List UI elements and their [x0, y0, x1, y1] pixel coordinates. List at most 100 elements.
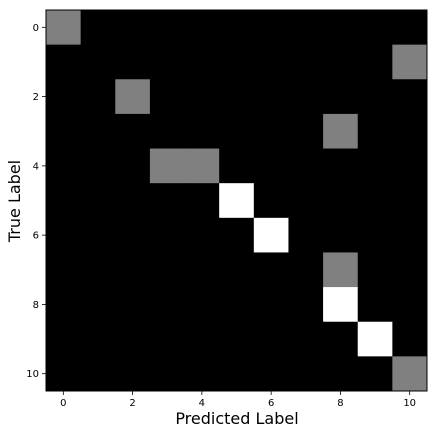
heatmap-cell-r10-c5: [219, 356, 255, 392]
heatmap-cell-r3-c3: [149, 113, 185, 149]
heatmap-cell-r6-c8: [323, 217, 359, 253]
heatmap-cell-r3-c7: [288, 113, 324, 149]
heatmap-cell-r4-c3: [149, 148, 185, 184]
heatmap-cell-r1-c1: [80, 44, 116, 80]
heatmap-cell-r1-c8: [323, 44, 359, 80]
heatmap-cell-r9-c6: [253, 321, 289, 357]
heatmap-cell-r10-c9: [357, 356, 393, 392]
x-tick-label-5: 10: [403, 398, 416, 409]
heatmap-cell-r2-c10: [392, 79, 428, 115]
heatmap-cell-r8-c1: [80, 287, 116, 323]
heatmap-cell-r7-c2: [115, 252, 151, 288]
heatmap-cell-r5-c2: [115, 183, 151, 219]
heatmap-cell-r5-c6: [253, 183, 289, 219]
y-tick-label-2: 4: [33, 161, 39, 172]
heatmap-cells: [46, 10, 428, 392]
heatmap-cell-r1-c10: [392, 44, 428, 80]
heatmap-cell-r1-c3: [149, 44, 185, 80]
heatmap-cell-r10-c6: [253, 356, 289, 392]
heatmap-cell-r9-c1: [80, 321, 116, 357]
heatmap-cell-r1-c4: [184, 44, 220, 80]
heatmap-cell-r0-c7: [288, 10, 324, 46]
heatmap-cell-r8-c0: [46, 287, 82, 323]
heatmap-cell-r5-c9: [357, 183, 393, 219]
heatmap-cell-r9-c4: [184, 321, 220, 357]
heatmap-cell-r9-c7: [288, 321, 324, 357]
heatmap-cell-r6-c3: [149, 217, 185, 253]
heatmap-cell-r0-c0: [46, 10, 82, 46]
plot-frame: [45, 9, 428, 392]
heatmap-cell-r0-c2: [115, 10, 151, 46]
heatmap-cell-r7-c6: [253, 252, 289, 288]
heatmap-cell-r8-c8: [323, 287, 359, 323]
heatmap-cell-r6-c0: [46, 217, 82, 253]
heatmap-cell-r8-c3: [149, 287, 185, 323]
heatmap-cell-r3-c8: [323, 113, 359, 149]
heatmap-cell-r9-c8: [323, 321, 359, 357]
heatmap-cell-r10-c10: [392, 356, 428, 392]
heatmap-cell-r7-c7: [288, 252, 324, 288]
heatmap-cell-r0-c4: [184, 10, 220, 46]
heatmap-cell-r3-c6: [253, 113, 289, 149]
heatmap-cell-r1-c0: [46, 44, 82, 80]
heatmap-cell-r1-c5: [219, 44, 255, 80]
heatmap-cell-r3-c5: [219, 113, 255, 149]
heatmap-cell-r7-c4: [184, 252, 220, 288]
x-tick-label-2: 4: [199, 398, 205, 409]
heatmap-cell-r4-c4: [184, 148, 220, 184]
heatmap-cell-r6-c6: [253, 217, 289, 253]
heatmap-cell-r6-c2: [115, 217, 151, 253]
heatmap-cell-r2-c1: [80, 79, 116, 115]
heatmap-cell-r5-c3: [149, 183, 185, 219]
heatmap-cell-r8-c7: [288, 287, 324, 323]
heatmap-cell-r5-c8: [323, 183, 359, 219]
heatmap-cell-r0-c6: [253, 10, 289, 46]
heatmap-cell-r2-c6: [253, 79, 289, 115]
heatmap-cell-r5-c7: [288, 183, 324, 219]
heatmap-cell-r9-c9: [357, 321, 393, 357]
heatmap-cell-r8-c10: [392, 287, 428, 323]
heatmap-cell-r2-c3: [149, 79, 185, 115]
heatmap-cell-r0-c3: [149, 10, 185, 46]
heatmap-cell-r10-c4: [184, 356, 220, 392]
heatmap-cell-r5-c4: [184, 183, 220, 219]
heatmap-cell-r8-c9: [357, 287, 393, 323]
heatmap-cell-r3-c9: [357, 113, 393, 149]
y-tick-label-5: 10: [26, 369, 39, 380]
heatmap-cell-r4-c5: [219, 148, 255, 184]
heatmap-cell-r7-c1: [80, 252, 116, 288]
x-axis-label: Predicted Label: [175, 409, 298, 428]
heatmap-cell-r10-c1: [80, 356, 116, 392]
heatmap-cell-r8-c5: [219, 287, 255, 323]
heatmap-cell-r8-c6: [253, 287, 289, 323]
heatmap-cell-r6-c5: [219, 217, 255, 253]
y-tick-label-0: 0: [33, 23, 39, 34]
y-tick-label-3: 6: [33, 231, 39, 242]
heatmap-cell-r1-c9: [357, 44, 393, 80]
x-tick-label-4: 8: [337, 398, 343, 409]
y-axis-label: True Label: [5, 160, 24, 243]
heatmap-cell-r0-c9: [357, 10, 393, 46]
heatmap-cell-r7-c5: [219, 252, 255, 288]
heatmap-cell-r4-c8: [323, 148, 359, 184]
heatmap-cell-r0-c8: [323, 10, 359, 46]
heatmap-cell-r0-c10: [392, 10, 428, 46]
heatmap-cell-r9-c3: [149, 321, 185, 357]
heatmap-cell-r9-c2: [115, 321, 151, 357]
heatmap-cell-r2-c4: [184, 79, 220, 115]
heatmap-cell-r10-c3: [149, 356, 185, 392]
heatmap-cell-r6-c9: [357, 217, 393, 253]
heatmap-cell-r7-c3: [149, 252, 185, 288]
heatmap-cell-r2-c5: [219, 79, 255, 115]
heatmap-cell-r4-c7: [288, 148, 324, 184]
heatmap-cell-r3-c2: [115, 113, 151, 149]
heatmap-cell-r5-c5: [219, 183, 255, 219]
heatmap-cell-r7-c0: [46, 252, 82, 288]
heatmap-cell-r4-c1: [80, 148, 116, 184]
y-tick-label-4: 8: [33, 300, 39, 311]
y-tick-label-1: 2: [33, 92, 39, 103]
heatmap-cell-r9-c10: [392, 321, 428, 357]
heatmap-cell-r3-c1: [80, 113, 116, 149]
heatmap-cell-r4-c6: [253, 148, 289, 184]
